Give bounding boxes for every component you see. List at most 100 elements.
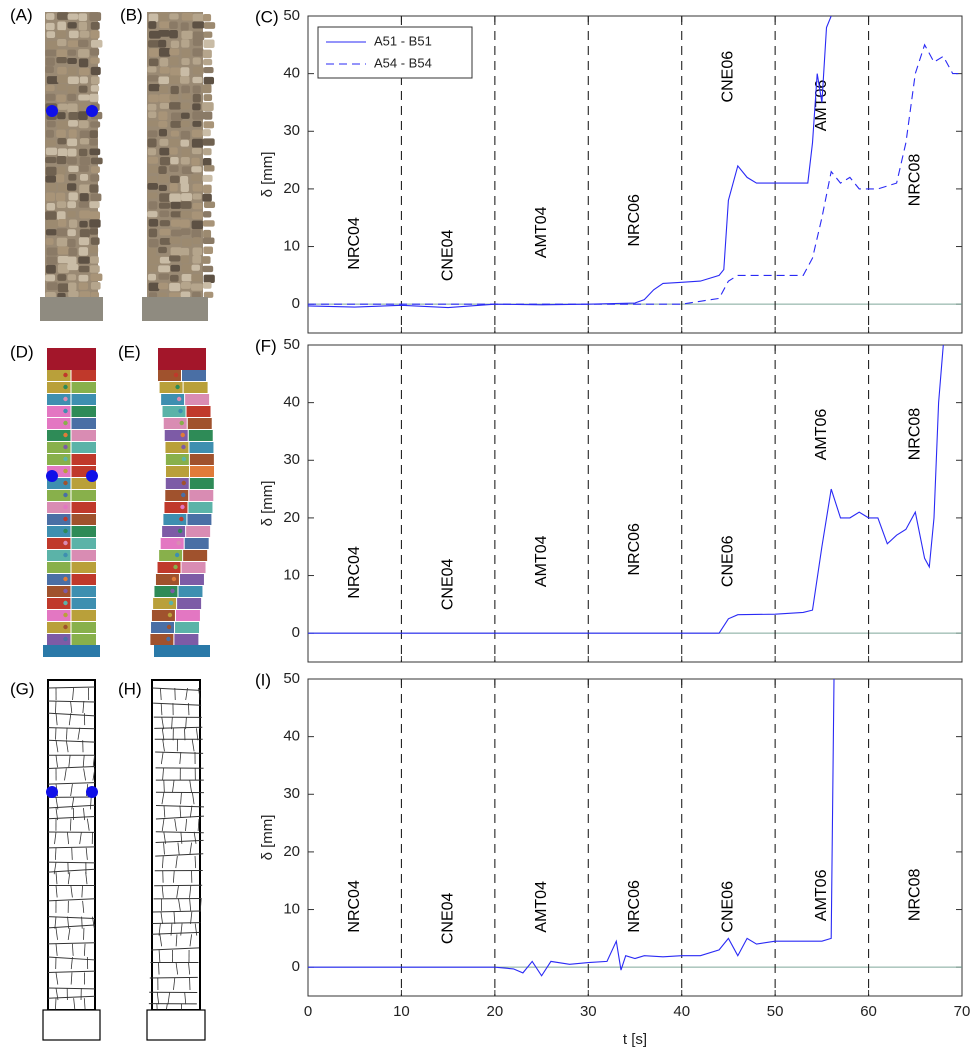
stone xyxy=(90,282,101,290)
stone xyxy=(79,229,90,238)
stone xyxy=(192,76,203,84)
mesh-line xyxy=(55,713,58,726)
mesh-line xyxy=(189,885,192,898)
phase-label: NRC04 xyxy=(346,217,363,270)
stone xyxy=(79,210,91,219)
block xyxy=(47,622,71,633)
stone xyxy=(89,148,101,156)
stone xyxy=(169,57,179,66)
stone xyxy=(147,103,157,111)
mesh-line xyxy=(68,713,72,726)
mortar-dot xyxy=(174,552,180,558)
stone xyxy=(192,247,203,256)
mesh-line xyxy=(66,727,68,740)
stone xyxy=(147,138,157,148)
stone xyxy=(192,57,201,65)
mesh-line xyxy=(151,931,200,935)
block xyxy=(47,418,71,429)
block xyxy=(71,406,96,417)
stone xyxy=(56,49,68,58)
stone xyxy=(180,183,189,192)
block xyxy=(162,526,186,537)
plot-frame xyxy=(307,15,963,334)
stone xyxy=(159,193,171,202)
mortar-dot xyxy=(63,372,68,378)
mortar-dot xyxy=(171,576,177,582)
mortar-dot xyxy=(63,480,68,486)
stone xyxy=(181,238,192,247)
stone xyxy=(89,201,100,209)
stone xyxy=(67,22,77,29)
stone xyxy=(159,21,172,29)
y-tick-label: 40 xyxy=(283,65,300,82)
stone xyxy=(147,192,158,199)
mortar-dot xyxy=(63,396,68,402)
mesh-line xyxy=(189,934,193,947)
stone xyxy=(56,75,69,83)
block xyxy=(189,478,214,489)
stone xyxy=(78,120,89,129)
stone xyxy=(67,103,78,113)
stone xyxy=(67,40,79,48)
stone xyxy=(180,67,190,77)
block xyxy=(71,514,96,525)
block xyxy=(71,598,96,609)
stone xyxy=(180,175,189,185)
stone xyxy=(203,66,214,74)
block xyxy=(189,454,214,465)
panel-label: (I) xyxy=(255,670,271,689)
mesh-line xyxy=(185,818,188,832)
block xyxy=(189,466,214,477)
mortar-dot xyxy=(181,456,187,462)
block xyxy=(47,490,71,501)
mortar-dot xyxy=(63,576,68,582)
stone xyxy=(78,165,89,172)
stone xyxy=(202,193,212,202)
mesh-line xyxy=(180,792,182,805)
plot-frame xyxy=(307,678,963,997)
stone xyxy=(68,30,79,39)
stone xyxy=(192,120,202,127)
phase-label: CNE06 xyxy=(720,51,737,103)
phase-label: CNE04 xyxy=(439,892,456,944)
stone xyxy=(192,202,203,210)
stone xyxy=(57,283,69,293)
mesh-line xyxy=(47,970,96,974)
stone xyxy=(57,274,67,281)
block xyxy=(47,454,71,465)
stone xyxy=(147,273,157,281)
mesh-line xyxy=(161,728,165,741)
stone xyxy=(181,273,192,282)
block xyxy=(186,406,211,417)
stone xyxy=(78,58,89,68)
plot-frame xyxy=(307,344,963,663)
stone xyxy=(89,265,100,273)
mortar-dot xyxy=(175,384,180,390)
stone xyxy=(89,184,99,193)
mesh-base xyxy=(42,1009,101,1041)
stone xyxy=(203,94,213,101)
block xyxy=(47,442,71,453)
mesh-line xyxy=(160,687,162,701)
stone xyxy=(169,147,178,155)
stone xyxy=(45,183,57,192)
mesh-line xyxy=(194,856,197,869)
block xyxy=(71,394,96,405)
y-tick-label: 30 xyxy=(283,451,300,468)
phase-label: NRC06 xyxy=(626,194,643,247)
stone xyxy=(148,111,157,118)
stone xyxy=(159,138,169,146)
stone xyxy=(148,228,158,238)
mesh-line xyxy=(72,943,74,956)
stone xyxy=(56,166,66,175)
mesh-line xyxy=(155,853,204,857)
stone xyxy=(169,193,181,203)
stone xyxy=(68,174,77,181)
phase-label: AMT06 xyxy=(813,80,830,132)
stone xyxy=(191,274,203,282)
block xyxy=(187,418,212,429)
block xyxy=(157,562,181,573)
mesh-line xyxy=(189,898,192,911)
stone xyxy=(181,12,194,21)
mesh-line xyxy=(154,884,203,887)
